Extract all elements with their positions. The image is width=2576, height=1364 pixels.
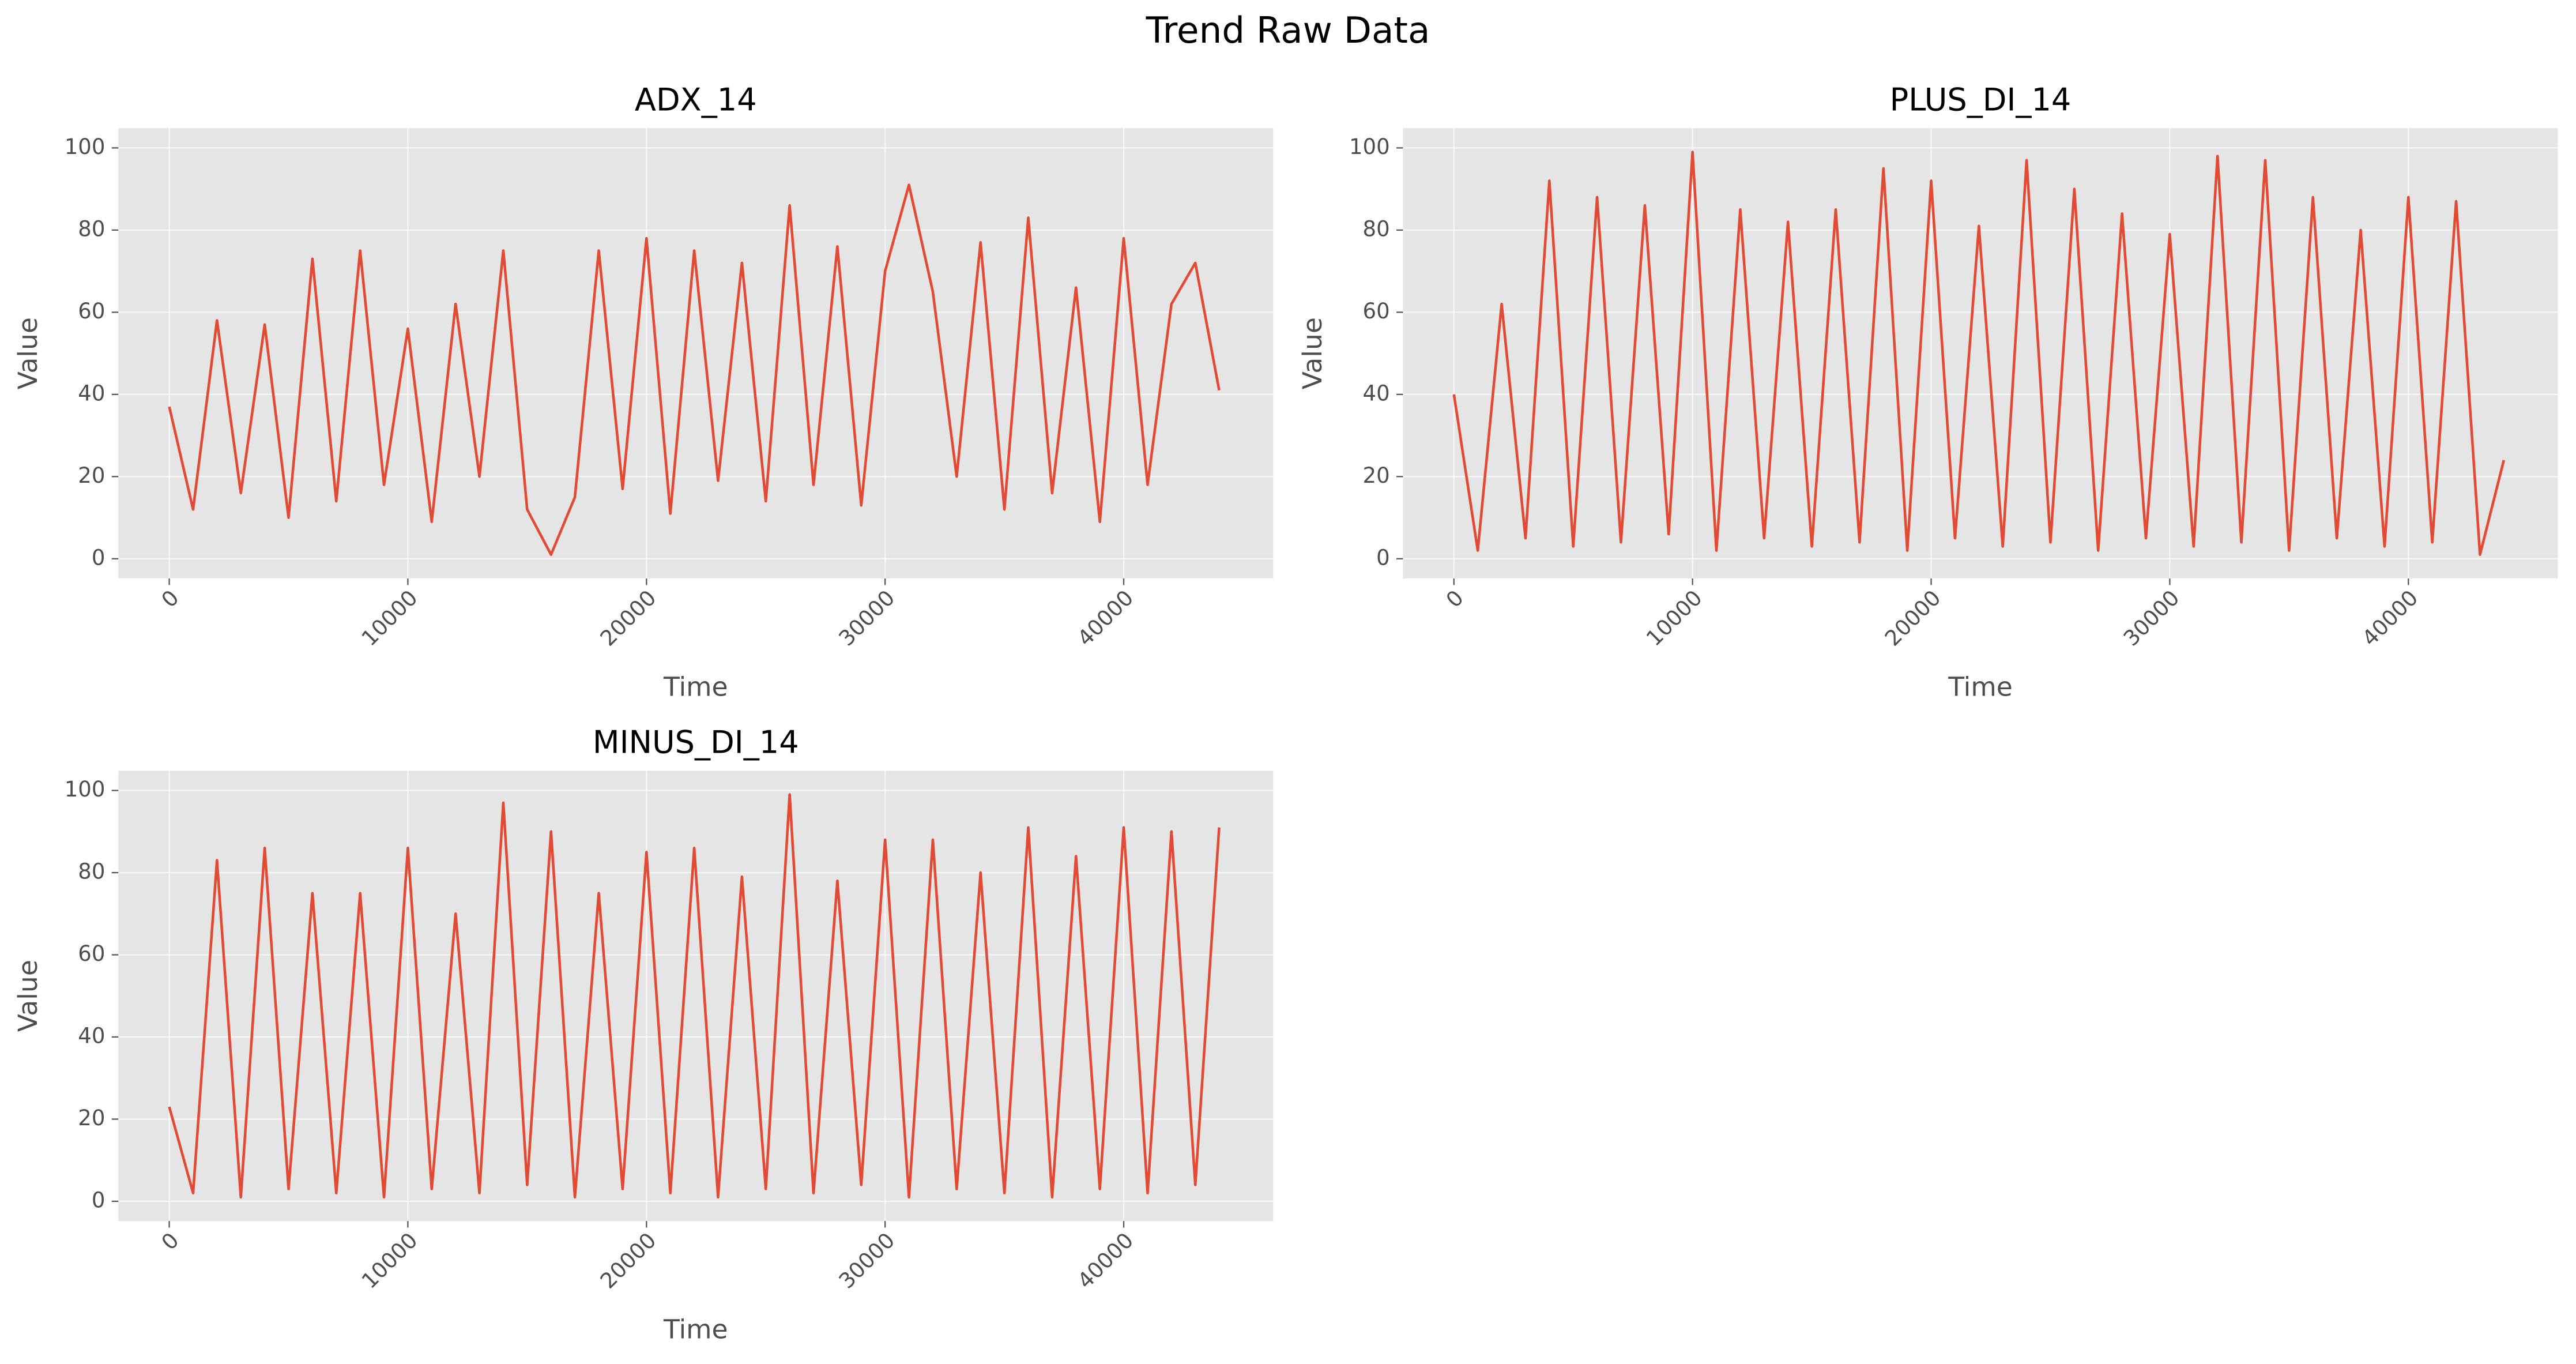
x-tick-label: 30000 — [834, 1228, 900, 1294]
y-tick-label: 40 — [78, 1023, 105, 1048]
x-tick-label: 0 — [157, 585, 184, 613]
y-axis-label: Value — [13, 317, 43, 389]
y-tick-label: 100 — [1349, 134, 1390, 159]
x-tick-label: 20000 — [596, 585, 661, 651]
x-tick-label: 20000 — [1880, 585, 1946, 651]
y-tick-label: 20 — [1363, 463, 1390, 488]
y-tick-label: 40 — [78, 381, 105, 405]
x-tick-label: 30000 — [834, 585, 900, 651]
x-tick-label: 0 — [157, 1228, 184, 1255]
x-axis-label: Time — [663, 1314, 728, 1345]
x-tick-label: 20000 — [596, 1228, 661, 1294]
y-tick-label: 0 — [92, 545, 106, 570]
y-tick-label: 20 — [78, 1106, 105, 1130]
y-tick-label: 80 — [1363, 216, 1390, 241]
x-tick-label: 10000 — [1641, 585, 1707, 651]
plot-area — [118, 128, 1274, 578]
data-line — [1452, 151, 2506, 556]
chart-title: MINUS_DI_14 — [593, 724, 799, 760]
x-tick-label: 10000 — [357, 1228, 423, 1294]
y-tick-label: 0 — [92, 1188, 106, 1212]
y-tick-label: 80 — [78, 859, 105, 884]
y-tick-label: 100 — [65, 777, 106, 802]
x-axis-label: Time — [663, 671, 728, 702]
y-axis-label: Value — [13, 960, 43, 1032]
y-tick-label: 60 — [1363, 299, 1390, 324]
y-tick-label: 80 — [78, 216, 105, 241]
chart-title: ADX_14 — [635, 81, 757, 118]
figure-title: Trend Raw Data — [1146, 9, 1430, 51]
y-tick-label: 100 — [65, 134, 106, 159]
data-line — [168, 793, 1221, 1199]
x-tick-label: 30000 — [2119, 585, 2185, 651]
y-tick-label: 40 — [1363, 381, 1390, 405]
data-line — [168, 183, 1221, 556]
x-axis-label: Time — [1948, 671, 2013, 702]
y-tick-label: 60 — [78, 299, 105, 324]
y-axis-label: Value — [1297, 317, 1328, 389]
y-tick-label: 60 — [78, 941, 105, 966]
x-tick-label: 40000 — [1073, 1228, 1139, 1294]
y-tick-label: 0 — [1376, 545, 1390, 570]
x-tick-label: 10000 — [357, 585, 423, 651]
chart-title: PLUS_DI_14 — [1890, 81, 2072, 118]
x-tick-label: 40000 — [2357, 585, 2423, 651]
x-tick-label: 0 — [1441, 585, 1468, 613]
plot-area — [118, 771, 1274, 1222]
x-tick-label: 40000 — [1073, 585, 1139, 651]
y-tick-label: 20 — [78, 463, 105, 488]
